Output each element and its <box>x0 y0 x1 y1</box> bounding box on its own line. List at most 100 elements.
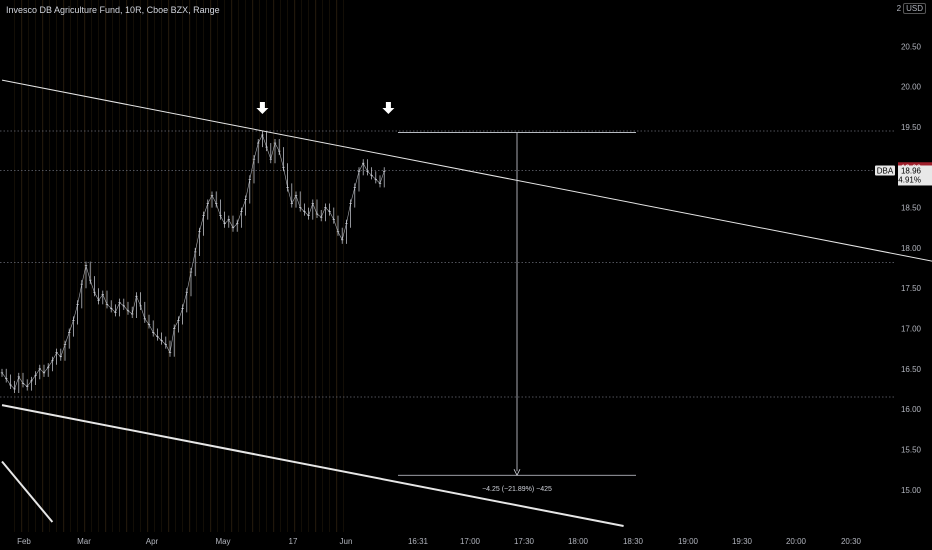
y-tick-label[interactable]: 16.50 <box>901 365 922 374</box>
session-band <box>91 0 92 532</box>
session-band <box>287 0 288 532</box>
x-tick-label[interactable]: 18:30 <box>623 537 644 546</box>
price-series <box>0 130 386 393</box>
trendlines <box>1 79 932 528</box>
last-price-value: 18.96 <box>901 166 922 175</box>
session-band <box>147 0 149 532</box>
horizontal-levels <box>0 130 896 398</box>
x-tick-label[interactable]: Mar <box>77 537 91 546</box>
session-band <box>49 0 50 532</box>
y-tick-label[interactable]: 17.00 <box>901 325 922 334</box>
session-band <box>203 0 204 532</box>
x-tick-label[interactable]: 16:31 <box>408 537 429 546</box>
down-arrow-icon <box>256 102 269 114</box>
session-band <box>112 0 113 532</box>
session-band <box>210 0 212 532</box>
arrows <box>256 102 395 114</box>
x-tick-label[interactable]: 20:00 <box>786 537 807 546</box>
price-line <box>1 134 385 390</box>
x-tick-label[interactable]: Feb <box>17 537 31 546</box>
measure-tool[interactable]: −4.25 (−21.89%) −425 <box>398 132 636 494</box>
x-tick-label[interactable]: 17:30 <box>514 537 535 546</box>
y-tick-label[interactable]: 15.50 <box>901 445 922 454</box>
chart-title: Invesco DB Agriculture Fund, 10R, Cboe B… <box>6 5 220 15</box>
currency-label[interactable]: USD <box>903 3 926 14</box>
session-band <box>28 0 29 532</box>
upper-trendline <box>1 79 932 262</box>
x-tick-label[interactable]: Apr <box>146 537 159 546</box>
session-band <box>315 0 317 532</box>
session-band <box>77 0 78 532</box>
y-tick-label[interactable]: 19.50 <box>901 123 922 132</box>
y-tick-label[interactable]: 18.50 <box>901 204 922 213</box>
y-tick-label[interactable]: 20.00 <box>901 83 922 92</box>
x-tick-label[interactable]: 19:00 <box>678 537 699 546</box>
measure-label: −4.25 (−21.89%) −425 <box>482 486 552 493</box>
y-tick-label[interactable]: 15.00 <box>901 486 922 495</box>
scale-prefix: 2 <box>896 4 902 13</box>
session-band <box>259 0 260 532</box>
x-tick-label[interactable]: 18:00 <box>568 537 589 546</box>
session-band <box>322 0 323 532</box>
x-tick-label[interactable]: 19:30 <box>732 537 753 546</box>
y-tick-label[interactable]: 16.00 <box>901 405 922 414</box>
session-band <box>84 0 86 532</box>
session-band <box>63 0 65 532</box>
session-band <box>182 0 183 532</box>
session-band <box>42 0 44 532</box>
session-band <box>119 0 120 532</box>
session-band <box>168 0 170 532</box>
session-band <box>266 0 267 532</box>
session-band <box>21 0 23 532</box>
y-tick-label[interactable]: 17.50 <box>901 284 922 293</box>
session-band <box>35 0 36 532</box>
lower-trendline <box>1 404 624 528</box>
measure-arrow-icon <box>513 469 521 477</box>
session-bands <box>14 0 344 532</box>
session-band <box>14 0 15 532</box>
x-tick-label[interactable]: Jun <box>340 537 353 546</box>
symbol-tag-label: DBA <box>877 166 894 175</box>
symbol-tag <box>875 165 895 176</box>
y-tick-label[interactable]: 20.50 <box>901 42 922 51</box>
session-band <box>133 0 134 532</box>
session-band <box>336 0 338 532</box>
session-band <box>238 0 239 532</box>
y-tick-label[interactable]: 18.00 <box>901 244 922 253</box>
session-band <box>98 0 99 532</box>
x-tick-label[interactable]: 17:00 <box>460 537 481 546</box>
currency-selector[interactable]: 2 USD <box>896 3 926 14</box>
session-band <box>196 0 197 532</box>
x-tick-label[interactable]: May <box>215 537 230 546</box>
x-tick-label[interactable]: 20:30 <box>841 537 862 546</box>
session-band <box>189 0 191 532</box>
session-band <box>224 0 225 532</box>
session-band <box>280 0 281 532</box>
session-band <box>105 0 107 532</box>
session-band <box>175 0 176 532</box>
session-band <box>294 0 296 532</box>
steep-trendline <box>1 460 54 523</box>
last-price-tag <box>898 165 932 186</box>
session-band <box>245 0 246 532</box>
session-band <box>343 0 344 532</box>
session-band <box>56 0 57 532</box>
session-band <box>231 0 233 532</box>
session-band <box>308 0 309 532</box>
down-arrow-icon <box>382 102 395 114</box>
session-band <box>126 0 128 532</box>
last-price-change: 14.91% <box>894 175 921 184</box>
session-band <box>217 0 218 532</box>
session-band <box>140 0 141 532</box>
session-band <box>273 0 275 532</box>
x-tick-label[interactable]: 17 <box>289 537 298 546</box>
session-band <box>329 0 330 532</box>
session-band <box>154 0 155 532</box>
x-axis[interactable]: Feb Mar Apr May 17 Jun 16:31 17:00 17:30 18:00 18:… <box>17 537 861 546</box>
session-band <box>252 0 254 532</box>
session-band <box>161 0 162 532</box>
session-band <box>301 0 302 532</box>
